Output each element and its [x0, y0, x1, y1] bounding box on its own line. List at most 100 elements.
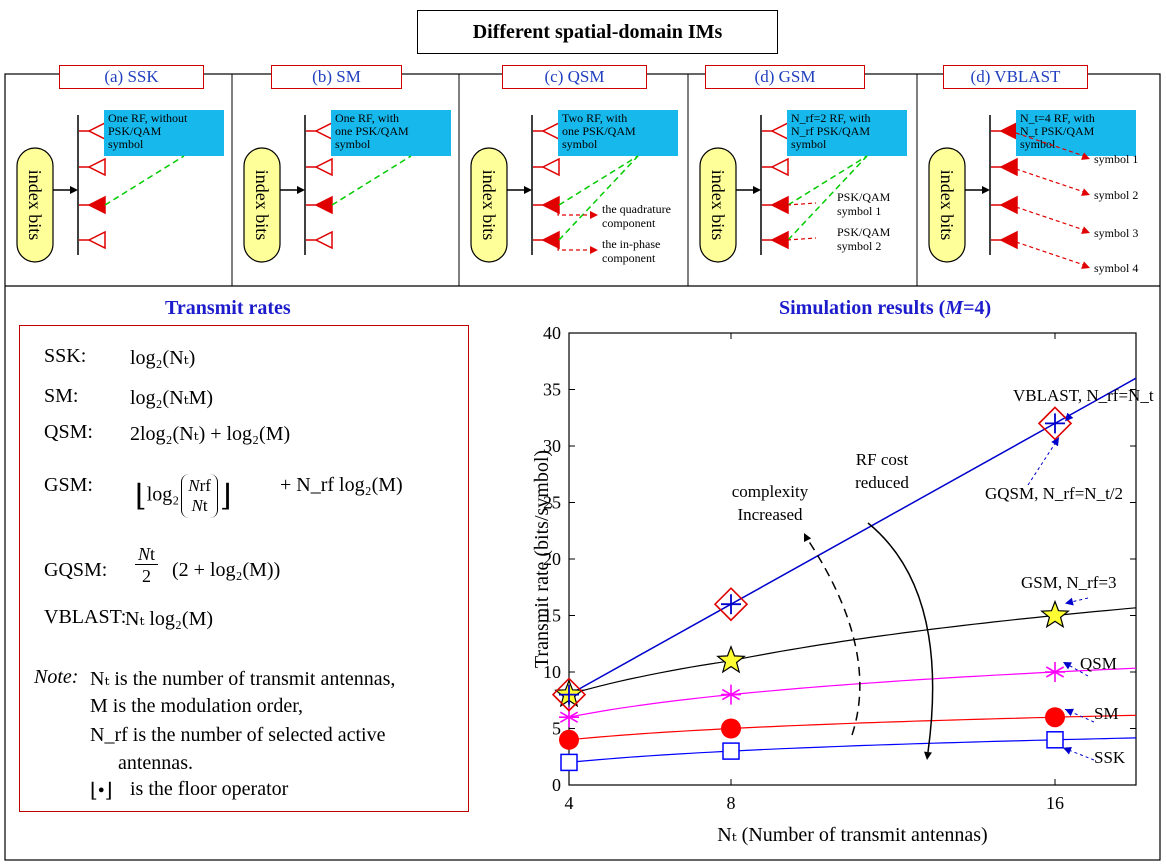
component-arrow-icon [590, 211, 598, 219]
symbol-label: symbol 3 [1094, 226, 1138, 240]
antenna-icon [541, 230, 560, 250]
callout-text: symbol [562, 137, 598, 151]
antenna-icon [770, 121, 789, 141]
symbol-label: PSK/QAM [837, 190, 891, 204]
antenna-icon [770, 195, 789, 215]
signal-dash-line [787, 155, 868, 206]
rate-label-vblast: VBLAST: [44, 606, 127, 628]
panel-label-ssk: (a) SSK [59, 65, 204, 89]
rate-formula-sm: log₂(NₜM) [130, 387, 214, 409]
signal-dash-line [104, 155, 185, 206]
series-label-vblast: VBLAST, N_rf=N_t [1013, 386, 1154, 405]
y-tick-label: 15 [543, 606, 561, 626]
antenna-icon [314, 157, 333, 177]
series-label-ssk-arrow-icon [1063, 747, 1072, 755]
marker-circle [559, 729, 579, 750]
marker-circle [721, 718, 741, 739]
x-tick-label: 16 [1046, 793, 1064, 813]
index-arrow-icon [753, 186, 761, 194]
series-label-sm: SM [1094, 704, 1119, 723]
callout-text: Two RF, with [562, 111, 627, 125]
series-line-qsm [568, 667, 1137, 718]
y-axis-label: Transmit rate (bits/symbol) [531, 450, 553, 668]
antenna-icon [314, 195, 333, 215]
complexity-arrow-icon [804, 533, 812, 542]
callout-text: symbol [791, 137, 827, 151]
antenna-icon [87, 121, 106, 141]
rate-label-gsm: GSM: [44, 474, 93, 496]
symbol-arrow-icon [1081, 261, 1090, 269]
antenna-icon [314, 121, 333, 141]
symbol-label: symbol 2 [1094, 188, 1138, 202]
callout-text: N_t PSK/QAM [1020, 124, 1095, 138]
symbol-arrow-line [1015, 132, 1085, 157]
index-bits-label: index bits [708, 170, 728, 241]
antenna-icon [770, 157, 789, 177]
antenna-icon [999, 121, 1018, 141]
callout-text: N_t=4 RF, with [1020, 111, 1095, 125]
floor-operator-icon: ⌊•⌋ [90, 780, 113, 802]
component-arrow-line [557, 205, 592, 216]
y-tick-label: 40 [543, 323, 561, 343]
callout-box [104, 110, 224, 156]
component-label: component [602, 251, 656, 265]
series-line-gsm [568, 607, 1137, 696]
marker-square [722, 742, 740, 760]
component-arrow-icon [590, 246, 598, 254]
callout-box [787, 110, 907, 156]
chart-title: Simulation results (M=4) [779, 297, 992, 319]
marker-diamond [1037, 406, 1073, 441]
index-bits-capsule [16, 147, 54, 263]
callout-text: symbol [108, 137, 144, 151]
callout-text: one PSK/QAM [335, 124, 409, 138]
rate-label-gqsm: GQSM: [44, 559, 108, 581]
note-line-1: Nₜ is the number of transmit antennas, [90, 668, 396, 690]
callout-text: One RF, without [108, 111, 188, 125]
series-label-ssk: SSK [1094, 748, 1126, 767]
annotation-increased: Increased [737, 505, 803, 524]
symbol-label: symbol 1 [1094, 152, 1138, 166]
series-label-qsm-arrow-icon [1063, 662, 1072, 670]
marker-star [1040, 599, 1070, 629]
antenna-icon [87, 230, 106, 250]
antenna-icon [541, 195, 560, 215]
signal-dash-line [331, 155, 412, 206]
callout-text: symbol [335, 137, 371, 151]
index-arrow-icon [524, 186, 532, 194]
callout-box [1016, 110, 1136, 156]
series-line-vblast [568, 377, 1137, 696]
symbol-label: symbol 1 [837, 204, 881, 218]
index-bits-label: index bits [252, 170, 272, 241]
panel-label-qsm: (c) QSM [502, 65, 647, 89]
note-line-4: antennas. [118, 752, 193, 774]
callout-text: One RF, with [335, 111, 399, 125]
index-bits-label: index bits [479, 170, 499, 241]
series-label-gsm: GSM, N_rf=3 [1021, 573, 1117, 592]
series-label-gsm-arrow-icon [1065, 597, 1074, 606]
symbol-arrow-icon [1081, 188, 1090, 196]
antenna-icon [770, 230, 789, 250]
symbol-arrow-line [1015, 241, 1085, 266]
rf-cost-arc [867, 522, 934, 753]
y-tick-label: 25 [543, 493, 561, 513]
annotation-complexity: complexity [732, 482, 809, 501]
series-line-ssk [568, 737, 1137, 763]
rates-box [19, 325, 469, 812]
antenna-icon [999, 157, 1018, 177]
index-arrow-icon [982, 186, 990, 194]
component-arrow-line [557, 240, 592, 251]
antenna-icon [87, 195, 106, 215]
series-label-qsm-pointer [1062, 661, 1089, 677]
rate-formula-gsm-floor: ⌊log₂ Nrf Nt ⌋ [135, 474, 232, 518]
x-tick-label: 4 [565, 793, 574, 813]
antenna-icon [999, 195, 1018, 215]
panel-label-sm: (b) SM [271, 65, 402, 89]
callout-text: N_rf=2 RF, with [791, 111, 870, 125]
marker-circle [1045, 707, 1065, 728]
callout-text: PSK/QAM [108, 124, 162, 138]
symbol-arrow-icon [1081, 226, 1090, 234]
rate-formula-gqsm: (2 + log₂(M)) [172, 559, 281, 581]
